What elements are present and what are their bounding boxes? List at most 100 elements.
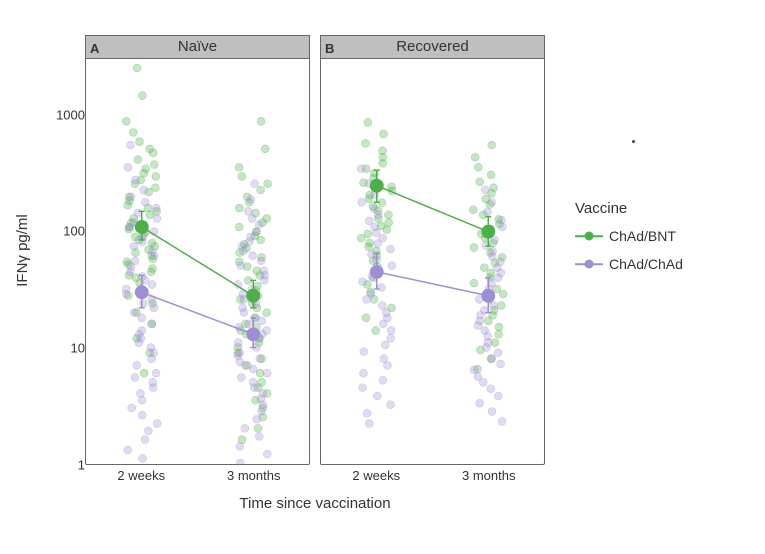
data-point: [127, 193, 135, 201]
data-point: [260, 276, 268, 284]
data-point: [494, 349, 502, 357]
data-point: [476, 399, 484, 407]
data-point: [479, 378, 487, 386]
data-point: [488, 198, 496, 206]
legend-label: ChAd/ChAd: [609, 256, 683, 272]
data-point: [253, 415, 261, 423]
y-tick-label: 1000: [40, 107, 85, 122]
data-point: [240, 309, 248, 317]
data-point: [235, 223, 243, 231]
data-point: [148, 281, 156, 289]
legend-item: ChAd/ChAd: [575, 253, 683, 275]
panel-svg: [86, 60, 309, 464]
data-point: [150, 161, 158, 169]
data-point: [235, 204, 243, 212]
data-point: [374, 211, 382, 219]
data-point: [257, 186, 265, 194]
data-point: [499, 290, 507, 298]
data-point: [236, 358, 244, 366]
data-point: [480, 264, 488, 272]
data-point: [488, 407, 496, 415]
data-point: [357, 234, 365, 242]
data-point: [481, 186, 489, 194]
data-point: [130, 242, 138, 250]
data-point: [131, 176, 139, 184]
data-point: [482, 344, 490, 352]
data-point: [122, 117, 130, 125]
data-point: [469, 206, 477, 214]
data-point: [236, 459, 244, 464]
data-point: [141, 198, 149, 206]
data-point: [131, 374, 139, 382]
data-point: [494, 274, 502, 282]
data-point: [379, 159, 387, 167]
data-point: [144, 427, 152, 435]
data-point: [363, 409, 371, 417]
data-point: [358, 198, 366, 206]
data-point: [256, 369, 264, 377]
panel-title: RecoveredB: [320, 35, 545, 59]
data-point: [244, 207, 252, 215]
data-point: [385, 219, 393, 227]
data-point: [250, 180, 258, 188]
panel-letter: B: [325, 38, 334, 60]
data-point: [134, 156, 142, 164]
panel-letter: A: [90, 38, 99, 60]
data-point: [364, 118, 372, 126]
data-point: [263, 369, 271, 377]
data-point: [360, 348, 368, 356]
mean-point: [481, 225, 495, 239]
data-point: [374, 240, 382, 248]
data-point: [126, 268, 134, 276]
data-point: [388, 262, 396, 270]
data-point: [362, 139, 370, 147]
legend: Vaccine ChAd/BNTChAd/ChAd: [575, 200, 683, 281]
data-point: [357, 165, 365, 173]
data-point: [138, 411, 146, 419]
data-point: [359, 384, 367, 392]
data-point: [235, 163, 243, 171]
data-point: [474, 321, 482, 329]
data-point: [490, 302, 498, 310]
y-tick-label: 10: [40, 341, 85, 356]
data-point: [387, 401, 395, 409]
data-point: [254, 424, 262, 432]
data-point: [484, 317, 492, 325]
legend-key: [575, 255, 603, 273]
data-point: [152, 369, 160, 377]
data-point: [258, 407, 266, 415]
data-point: [129, 129, 137, 137]
data-point: [152, 204, 160, 212]
data-point: [134, 209, 142, 217]
mean-point: [481, 289, 495, 303]
data-point: [241, 424, 249, 432]
data-point: [264, 180, 272, 188]
data-point: [138, 92, 146, 100]
x-tick-label: 3 months: [227, 468, 280, 483]
data-point: [381, 341, 389, 349]
data-point: [488, 355, 496, 363]
data-point: [150, 252, 158, 260]
x-axis-label: Time since vaccination: [85, 495, 545, 512]
data-point: [248, 215, 256, 223]
panel-title: NaïveA: [85, 35, 310, 59]
data-point: [488, 141, 496, 149]
data-point: [474, 163, 482, 171]
data-point: [257, 257, 265, 265]
data-point: [359, 278, 367, 286]
data-point: [239, 247, 247, 255]
mean-point: [135, 285, 149, 299]
data-point: [263, 450, 271, 458]
legend-key: [575, 227, 603, 245]
data-point: [250, 384, 258, 392]
data-point: [256, 355, 264, 363]
data-point: [147, 268, 155, 276]
data-point: [378, 283, 386, 291]
data-point: [372, 229, 380, 237]
data-point: [149, 384, 157, 392]
data-point: [133, 64, 141, 72]
x-tick-label: 2 weeks: [352, 468, 400, 483]
data-point: [383, 226, 391, 234]
data-point: [257, 117, 265, 125]
mean-point: [370, 179, 384, 193]
